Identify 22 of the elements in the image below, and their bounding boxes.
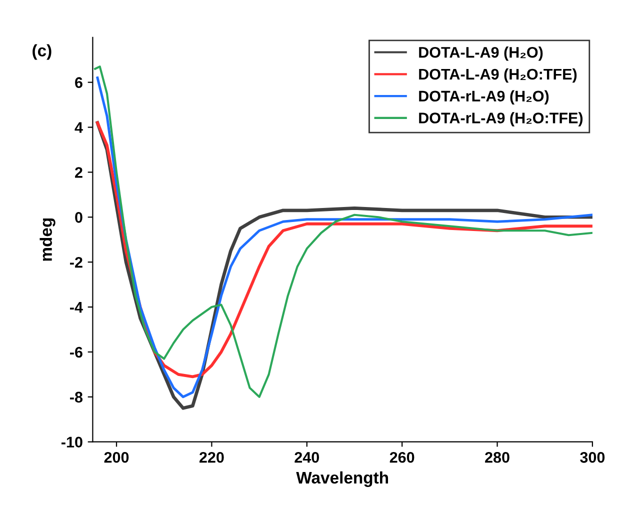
y-tick-label: -6 (70, 346, 82, 358)
x-tick-label: 200 (104, 452, 129, 463)
x-tick-label: 300 (580, 452, 605, 463)
x-tick-label: 280 (485, 452, 510, 463)
x-tick-label: 220 (199, 452, 224, 463)
legend-label: DOTA-rL-A9 (H₂O) (419, 90, 549, 105)
x-tick-label: 260 (390, 452, 414, 463)
y-tick-label: -8 (70, 392, 83, 403)
y-tick-label: -4 (70, 302, 83, 313)
x-axis-title: Wavelength (296, 471, 388, 487)
text: (c) (32, 44, 52, 60)
y-tick-label: -10 (62, 436, 82, 448)
x-tick-label: 240 (294, 452, 320, 463)
legend-label: DOTA-rL-A9 (H₂O:TFE) (419, 112, 583, 126)
legend-label: DOTA-L-A9 (H₂O) (419, 46, 543, 61)
y-tick-label: 4 (74, 122, 83, 133)
y-tick-label: 6 (75, 77, 82, 88)
legend-label: DOTA-L-A9 (H₂O:TFE) (419, 68, 577, 83)
y-tick-label: 0 (75, 212, 82, 223)
y-tick-label: -2 (70, 256, 82, 268)
y-axis-title: mdeg (40, 218, 56, 261)
y-tick-label: 2 (75, 167, 82, 178)
